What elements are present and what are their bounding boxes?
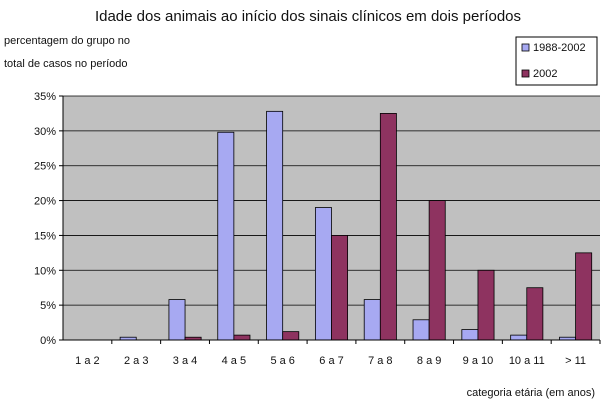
legend: 1988-2002 2002: [515, 36, 598, 86]
y-tick-label: 5%: [40, 300, 56, 312]
x-tick-label: 2 a 3: [124, 355, 148, 367]
y-tick-label: 0%: [40, 335, 56, 347]
bar-1988-2002-9a10: [461, 329, 479, 341]
legend-swatch-2002: [521, 69, 530, 78]
x-tick-label: 1 a 2: [75, 355, 99, 367]
y-tick-label: 35%: [34, 91, 56, 103]
bar-2002-6a7: [331, 235, 349, 341]
bar-1988-2002-5a6: [266, 110, 284, 341]
bar-1988-2002-6a7: [314, 207, 332, 341]
bar-2002-8a9: [428, 200, 446, 341]
y-axis-ticks: 0% 5% 10% 15% 20% 25% 30% 35%: [34, 91, 63, 347]
x-tick-label: 10 a 11: [509, 355, 545, 367]
bar-2002->11: [575, 252, 593, 341]
bar-2002-5a6: [282, 331, 300, 341]
bar-1988-2002-7a8: [363, 299, 381, 341]
bars: [119, 110, 593, 341]
y-tick-label: 20%: [34, 196, 56, 208]
x-tick-label: 6 a 7: [319, 355, 343, 367]
bar-2002-10a11: [526, 287, 544, 341]
y-axis-label-line-1: percentagem do grupo no: [4, 35, 130, 47]
bar-2002-4a5: [233, 334, 251, 341]
chart-title: Idade dos animais ao início dos sinais c…: [95, 8, 521, 25]
bar-2002-7a8: [379, 113, 397, 341]
bar-1988-2002-8a9: [412, 319, 430, 341]
bar-2002-9a10: [477, 269, 495, 341]
y-tick-label: 15%: [34, 230, 56, 242]
x-tick-label: 7 a 8: [368, 355, 392, 367]
legend-box: [515, 36, 598, 86]
x-tick-label: 8 a 9: [417, 355, 441, 367]
bar-1988-2002-10a11: [510, 334, 528, 341]
x-tick-label: 5 a 6: [270, 355, 294, 367]
x-axis-label: categoria etária (em anos): [467, 387, 595, 399]
bar-1988-2002-3a4: [168, 299, 186, 341]
legend-label-2002: 2002: [533, 68, 557, 80]
y-tick-label: 25%: [34, 161, 56, 173]
x-axis-ticks: 1 a 2 2 a 3 3 a 4 4 a 5 5 a 6 6 a 7 7 a 8 8 a 9…: [75, 340, 601, 367]
y-tick-label: 10%: [34, 265, 56, 277]
legend-label-1988-2002: 1988-2002: [533, 42, 586, 54]
y-tick-label: 30%: [34, 126, 56, 138]
x-tick-label: > 11: [565, 355, 586, 367]
x-tick-label: 4 a 5: [222, 355, 246, 367]
bar-1988-2002-4a5: [217, 131, 235, 341]
x-tick-label: 3 a 4: [173, 355, 197, 367]
legend-swatch-1988-2002: [521, 43, 530, 52]
x-tick-label: 9 a 10: [463, 355, 494, 367]
y-axis-label-line-2: total de casos no período: [4, 58, 128, 70]
